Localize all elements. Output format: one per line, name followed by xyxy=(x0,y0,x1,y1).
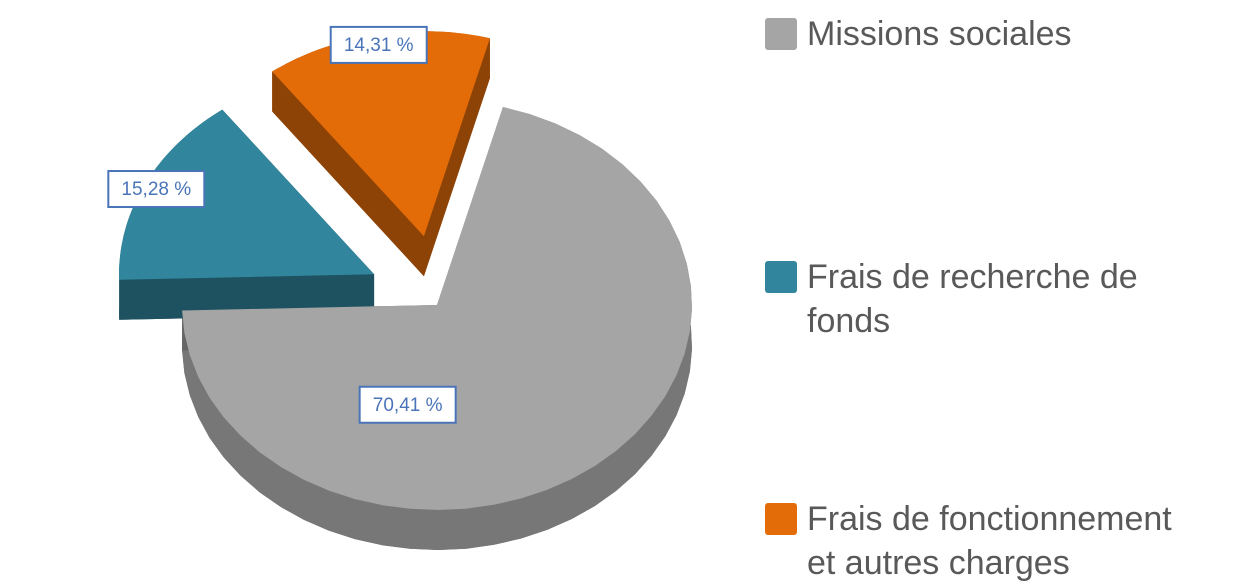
slice xyxy=(182,107,692,510)
legend-label: Frais de fonctionnement et autres charge… xyxy=(807,500,1172,582)
slice xyxy=(272,31,490,237)
data-label-box xyxy=(358,385,457,424)
slice xyxy=(119,109,375,280)
legend-item: Frais de fonctionnement et autres charge… xyxy=(765,497,1205,585)
slice-side xyxy=(272,71,424,277)
pie-plot: 70,41 % 15,28 % 14,31 % xyxy=(107,25,692,550)
legend-label: Missions sociales xyxy=(807,15,1072,53)
legend-swatch xyxy=(765,18,797,50)
data-label: 14,31 % xyxy=(344,35,414,56)
slice-side xyxy=(423,38,490,277)
legend-item: Missions sociales xyxy=(765,12,1205,56)
data-label-box xyxy=(107,170,206,209)
legend-swatch xyxy=(765,261,797,293)
legend-label: Frais de recherche de fonds xyxy=(807,258,1138,340)
data-label: 15,28 % xyxy=(121,179,191,200)
data-label: 70,41 % xyxy=(373,395,443,416)
legend-item: Frais de recherche de fonds xyxy=(765,255,1205,343)
data-label-box xyxy=(329,25,428,64)
legend-swatch xyxy=(765,503,797,535)
